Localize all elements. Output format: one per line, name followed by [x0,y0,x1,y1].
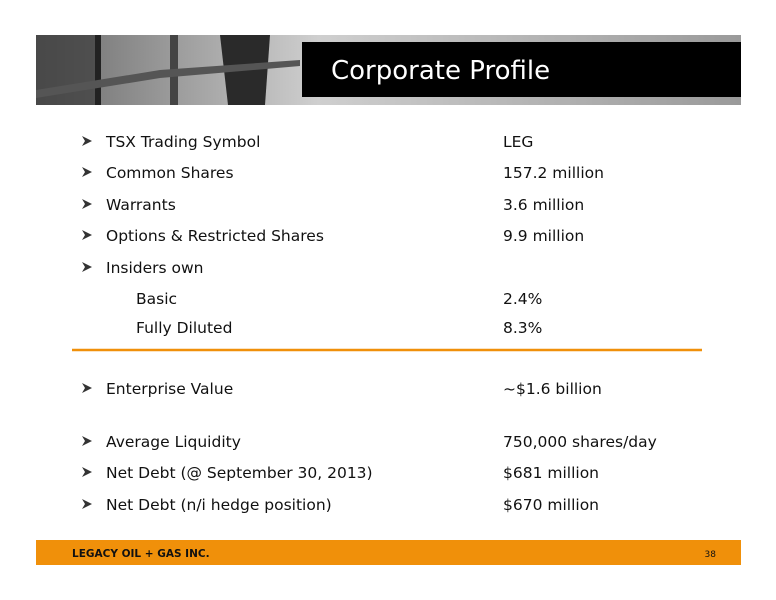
page-number: 38 [705,550,717,560]
item-label: Options & Restricted Shares [106,227,324,245]
item-value: 3.6 million [503,196,584,214]
item-value: $670 million [503,496,599,514]
sub-item-value: 8.3% [503,319,542,337]
header-banner: Corporate Profile [36,35,741,105]
item-label: TSX Trading Symbol [105,133,260,151]
item-value: 750,000 shares/day [503,433,657,451]
item-value: LEG [503,133,533,151]
profile-list: TSX Trading Symbol LEG Common Shares 157… [105,133,604,337]
item-label: Warrants [106,196,176,214]
item-label: Net Debt (n/i hedge position) [106,496,332,514]
footer: LEGACY OIL + GAS INC. 38 [36,540,741,565]
sub-item-label: Fully Diluted [136,319,232,337]
bullets [82,136,92,509]
item-label: Insiders own [106,259,204,277]
item-label: Enterprise Value [106,380,233,398]
item-label: Net Debt (@ September 30, 2013) [106,464,373,482]
title-box [302,42,741,97]
item-value: 9.9 million [503,227,584,245]
item-value: $681 million [503,464,599,482]
item-label: Average Liquidity [106,433,241,451]
item-value: 157.2 million [503,164,604,182]
sub-item-value: 2.4% [503,290,542,308]
metrics-list: Enterprise Value ~$1.6 billion Average L… [106,380,657,514]
company-name: LEGACY OIL + GAS INC. [72,548,210,560]
title: Corporate Profile [331,56,550,86]
sub-item-label: Basic [136,290,177,308]
item-label: Common Shares [106,164,234,182]
item-value: ~$1.6 billion [503,380,602,398]
